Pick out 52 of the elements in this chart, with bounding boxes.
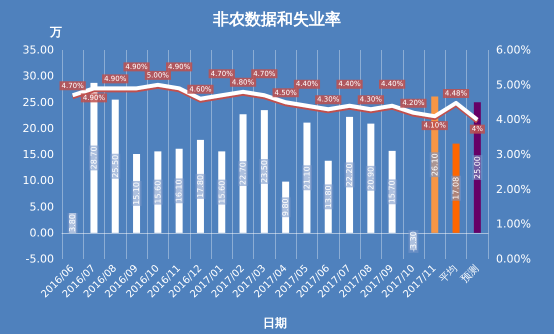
- data-label: 26.10: [430, 153, 440, 176]
- y-tick-label: 35.00: [22, 44, 54, 56]
- y2-tick-label: 1.00%: [496, 218, 531, 231]
- y-tick-label: 25.00: [22, 96, 54, 109]
- y-tick-label: 20.00: [22, 122, 54, 135]
- data-label: 28.70: [89, 146, 98, 170]
- y-tick-label: 30.00: [22, 70, 54, 83]
- bar: [452, 144, 460, 233]
- data-label: 17.08: [452, 176, 461, 200]
- data-label: 25.00: [472, 156, 482, 180]
- bar: [388, 150, 396, 233]
- y-tick-label: 15.00: [22, 148, 54, 161]
- data-label: 15.60: [217, 180, 226, 204]
- data-label: 17.80: [196, 174, 205, 198]
- bar: [176, 148, 183, 233]
- data-label: 15.70: [388, 180, 397, 204]
- bar: [303, 122, 310, 233]
- x-tick-label: 预测: [458, 262, 482, 286]
- bar: [346, 116, 354, 233]
- x-axis-title: 日期: [263, 316, 287, 330]
- chart-title: 非农数据和失业率: [212, 10, 341, 28]
- data-label: 9.80: [281, 198, 290, 216]
- data-label: 15.60: [153, 180, 162, 204]
- data-label: 22.70: [238, 162, 248, 186]
- y2-tick-label: 2.00%: [496, 182, 531, 196]
- y2-tick-label: 6.00%: [496, 44, 531, 56]
- bar: [240, 114, 247, 233]
- data-label: -3.30: [408, 231, 418, 252]
- data-label: 3.80: [68, 214, 78, 232]
- y2-tick-label: 0.00%: [496, 252, 531, 266]
- bar: [112, 100, 119, 233]
- y-tick-label: -5.00: [26, 252, 54, 266]
- bar: [260, 110, 268, 233]
- y-tick-label: 10.00: [22, 174, 54, 188]
- data-label: 23.50: [260, 160, 269, 183]
- bar: [133, 154, 140, 233]
- y2-tick-label: 4.00%: [496, 113, 531, 126]
- data-label: 25.50: [110, 154, 120, 178]
- y2-tick-label: 5.00%: [496, 78, 531, 92]
- data-label: 13.80: [324, 185, 333, 208]
- y-tick-label: 5.00: [30, 200, 54, 214]
- x-tick-label: 平均: [437, 262, 460, 286]
- data-label: 20.90: [366, 166, 376, 190]
- data-label: 15.10: [132, 182, 142, 205]
- bar: [367, 124, 374, 233]
- data-label: 22.20: [345, 163, 354, 186]
- bar: [196, 140, 204, 233]
- y2-tick-label: 3.00%: [496, 148, 531, 161]
- data-label: 16.10: [174, 179, 184, 202]
- y-axis-title: 万: [49, 25, 62, 39]
- data-label: 21.10: [302, 166, 312, 190]
- y-tick-label: 0.00: [30, 226, 54, 240]
